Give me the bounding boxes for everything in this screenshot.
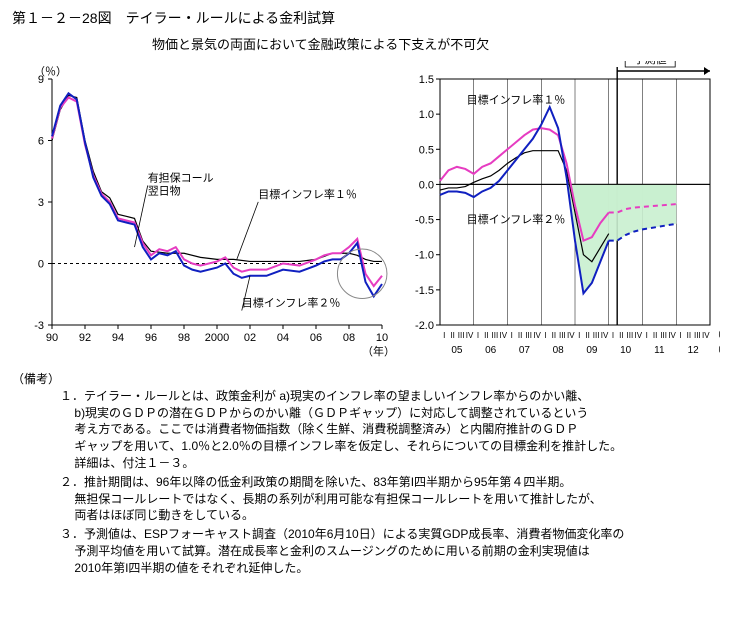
charts-row: -30369909294969820000204060810（％）（年）有担保コ… (12, 61, 719, 361)
svg-text:I: I (679, 331, 681, 340)
svg-text:（％）: （％） (34, 65, 67, 78)
svg-text:98: 98 (178, 332, 190, 344)
annotation: 目標インフレ率２％ (242, 296, 341, 310)
svg-text:III: III (660, 331, 667, 340)
svg-text:09: 09 (586, 345, 598, 356)
collateralized-call-overnight (52, 95, 382, 261)
svg-text:06: 06 (310, 332, 322, 344)
notes-item: ３．予測値は、ESPフォーキャスト調査（2010年6月10日）による実質GDP成… (74, 526, 719, 576)
svg-text:（年）: （年） (712, 343, 720, 356)
svg-text:08: 08 (553, 345, 565, 356)
figure-subtitle: 物価と景気の両面において金融政策による下支えが不可欠 (152, 34, 719, 53)
svg-text:1.0: 1.0 (419, 109, 434, 121)
svg-text:II: II (687, 331, 691, 340)
svg-text:07: 07 (519, 345, 531, 356)
svg-text:IV: IV (466, 331, 474, 340)
svg-text:III: III (627, 331, 634, 340)
svg-text:I: I (544, 331, 546, 340)
svg-text:92: 92 (79, 332, 91, 344)
notes-block: （備考） １．テイラー・ルールとは、政策金利が a)現実のインフレ率の望ましいイ… (12, 371, 719, 577)
svg-text:IV: IV (668, 331, 676, 340)
svg-text:（期）: （期） (712, 329, 720, 341)
svg-text:02: 02 (244, 332, 256, 344)
svg-text:III: III (525, 331, 532, 340)
svg-text:I: I (511, 331, 513, 340)
left-chart: -30369909294969820000204060810（％）（年）有担保コ… (12, 61, 392, 361)
svg-text:-2.0: -2.0 (415, 320, 434, 332)
svg-text:IV: IV (702, 331, 710, 340)
svg-text:（年）: （年） (362, 344, 392, 358)
svg-text:08: 08 (343, 332, 355, 344)
svg-text:IV: IV (500, 331, 508, 340)
svg-text:6: 6 (38, 136, 44, 148)
svg-text:II: II (653, 331, 657, 340)
svg-text:II: II (450, 331, 454, 340)
svg-text:05: 05 (451, 345, 463, 356)
svg-text:IV: IV (601, 331, 609, 340)
svg-text:3: 3 (38, 197, 44, 209)
figure-title: 第１－２－28図 テイラー・ルールによる金利試算 (12, 8, 719, 28)
annotation: 翌日物 (148, 184, 181, 198)
svg-text:1.5: 1.5 (419, 74, 434, 86)
svg-text:96: 96 (145, 332, 157, 344)
svg-text:2000: 2000 (205, 332, 229, 344)
annotation: 目標インフレ率１％ (467, 93, 566, 107)
svg-text:-1.0: -1.0 (415, 250, 434, 262)
svg-text:IV: IV (635, 331, 643, 340)
svg-text:II: II (619, 331, 623, 340)
svg-text:IV: IV (533, 331, 541, 340)
svg-text:II: II (484, 331, 488, 340)
svg-text:III: III (694, 331, 701, 340)
svg-text:-0.5: -0.5 (415, 215, 434, 227)
svg-text:-1.5: -1.5 (415, 285, 434, 297)
svg-text:06: 06 (485, 345, 497, 356)
svg-text:I: I (646, 331, 648, 340)
svg-text:予測値: 予測値 (634, 61, 667, 66)
svg-text:0.0: 0.0 (419, 179, 434, 191)
notes-head: （備考） (12, 372, 60, 386)
notes-list: １．テイラー・ルールとは、政策金利が a)現実のインフレ率の望ましいインフレ率か… (60, 388, 719, 577)
svg-text:III: III (593, 331, 600, 340)
svg-text:90: 90 (46, 332, 58, 344)
svg-text:0: 0 (38, 259, 44, 271)
svg-text:II: II (552, 331, 556, 340)
notes-item: １．テイラー・ルールとは、政策金利が a)現実のインフレ率の望ましいインフレ率か… (74, 388, 719, 472)
svg-text:I: I (443, 331, 445, 340)
svg-text:94: 94 (112, 332, 124, 344)
svg-text:10: 10 (620, 345, 632, 356)
right-chart: -2.0-1.5-1.0-0.50.00.51.01.505IIIIIIIV06… (400, 61, 720, 361)
svg-text:12: 12 (688, 345, 700, 356)
svg-text:-3: -3 (34, 320, 44, 332)
svg-text:I: I (477, 331, 479, 340)
svg-text:IV: IV (567, 331, 575, 340)
svg-text:0.5: 0.5 (419, 144, 434, 156)
svg-text:II: II (518, 331, 522, 340)
notes-item: ２．推計期間は、96年以降の低金利政策の期間を除いた、83年第I四半期から95年… (74, 474, 719, 524)
annotation: 目標インフレ率１％ (258, 187, 357, 201)
svg-text:I: I (578, 331, 580, 340)
annotation: 目標インフレ率２％ (467, 212, 566, 226)
svg-text:III: III (458, 331, 465, 340)
svg-text:04: 04 (277, 332, 289, 344)
svg-text:11: 11 (654, 345, 665, 356)
svg-text:I: I (612, 331, 614, 340)
svg-text:III: III (559, 331, 566, 340)
svg-text:10: 10 (376, 332, 388, 344)
svg-text:III: III (492, 331, 499, 340)
svg-text:II: II (585, 331, 589, 340)
annotation: 有担保コール (148, 171, 214, 185)
